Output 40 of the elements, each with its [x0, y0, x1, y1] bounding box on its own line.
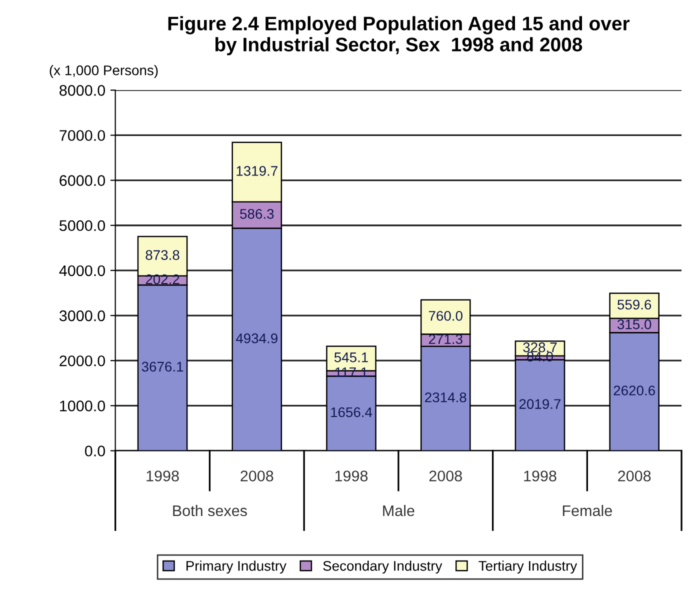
data-label: 3676.1 — [142, 362, 184, 372]
data-label: 873.8 — [146, 250, 180, 260]
text: Both sexes — [173, 504, 247, 516]
data-label: 1319.7 — [236, 166, 278, 176]
data-label: 271.3 — [428, 334, 462, 344]
x-tick-label: 1998 — [146, 470, 179, 482]
x-tick-label: 1998 — [335, 470, 368, 482]
y-tick-label: 6000.0 — [60, 175, 106, 186]
text: Male — [383, 504, 414, 516]
y-tick-label: 2000.0 — [60, 355, 106, 366]
data-label: 586.3 — [240, 208, 274, 219]
data-label: 545.1 — [334, 352, 368, 362]
y-tick-label: 7000.0 — [60, 130, 106, 141]
y-tick-label: 0.0 — [84, 446, 106, 456]
legend-label: Secondary Industry — [323, 560, 442, 574]
y-tick-label: 5000.0 — [60, 220, 106, 232]
data-label: 315.0 — [617, 319, 652, 330]
y-tick-label: 3000.0 — [59, 310, 106, 322]
data-label: 2314.8 — [425, 392, 466, 402]
text: Female — [562, 504, 612, 516]
x-tick-label: 2008 — [618, 470, 651, 482]
data-label: 1656.4 — [331, 407, 372, 418]
data-label: 2019.7 — [519, 399, 561, 409]
chart-title: Figure 2.4 Employed Population Aged 15 and over by Industrial Sector, Sex 1998 and 2008 — [168, 16, 630, 56]
y-axis-title: (x 1,000 Persons) — [50, 65, 158, 78]
y-tick-label: 8000.0 — [60, 85, 106, 96]
data-label: 202.2 — [146, 274, 180, 284]
data-label: 559.6 — [618, 300, 652, 310]
x-tick-label: 1998 — [524, 470, 556, 482]
data-label: 4934.9 — [236, 333, 278, 344]
data-label: 84.0 — [527, 352, 553, 362]
x-tick-label: 2008 — [429, 470, 462, 482]
y-tick-label: 1000.0 — [60, 400, 106, 412]
data-label: 328.7 — [523, 342, 557, 352]
y-tick-label: 4000.0 — [59, 265, 106, 276]
legend-label: Tertiary Industry — [478, 560, 578, 574]
x-tick-label: 2008 — [240, 470, 274, 482]
data-label: 760.0 — [428, 310, 462, 321]
legend-label: Primary Industry — [186, 560, 286, 574]
data-label: 2620.6 — [614, 386, 655, 396]
